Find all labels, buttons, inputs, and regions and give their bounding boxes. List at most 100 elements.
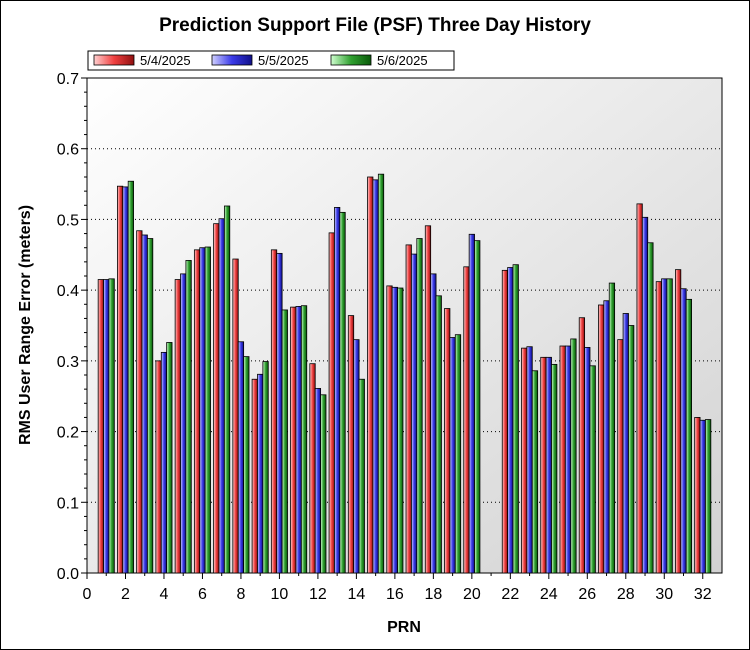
chart-title: Prediction Support File (PSF) Three Day …: [159, 15, 591, 36]
legend: 5/4/2025 5/5/2025 5/6/2025: [87, 50, 455, 71]
bar-prn-10-series-3: [281, 309, 288, 574]
y-tick-label: 0.0: [57, 566, 79, 583]
bar-prn-16-series-1: [386, 285, 393, 574]
bar-prn-11-series-2: [295, 306, 302, 574]
bar-prn-5-series-3: [185, 260, 192, 574]
bar-prn-15-series-3: [377, 173, 385, 574]
x-tick-label: 10: [271, 586, 289, 603]
bar-prn-23-series-1: [521, 347, 528, 574]
bar-prn-31-series-1: [675, 269, 682, 574]
bar-prn-9-series-3: [262, 361, 269, 574]
bar-prn-5-series-2: [180, 273, 187, 574]
bar-prn-30-series-1: [655, 281, 662, 574]
bar-prn-2-series-2: [122, 186, 129, 574]
x-tick-label: 0: [83, 586, 92, 603]
bar-prn-31-series-2: [680, 288, 687, 574]
bar-prn-1-series-2: [103, 279, 110, 574]
x-tick-label: 26: [578, 586, 596, 603]
x-tick-label: 20: [463, 586, 481, 603]
x-tick-label: 22: [501, 586, 519, 603]
bar-prn-2-series-3: [127, 180, 134, 574]
bar-prn-20-series-1: [463, 266, 470, 574]
bar-prn-4-series-3: [166, 342, 173, 574]
bar-prn-30-series-3: [666, 278, 673, 574]
bar-prn-25-series-1: [559, 345, 566, 574]
bar-prn-26-series-1: [578, 317, 586, 574]
bar-prn-18-series-2: [430, 273, 437, 574]
bar-prn-32-series-1: [694, 417, 701, 574]
x-tick-label: 18: [424, 586, 442, 603]
legend-label-5-4-2025: 5/4/2025: [140, 53, 191, 68]
bar-prn-19-series-2: [449, 337, 456, 574]
bar-prn-8-series-1: [232, 258, 239, 574]
bar-prn-1-series-3: [108, 278, 115, 574]
bar-prn-14-series-3: [358, 378, 365, 574]
legend-swatch-5-4-2025: [93, 54, 135, 66]
bar-prn-22-series-3: [512, 264, 519, 574]
bar-prn-2-series-1: [117, 185, 124, 574]
x-tick-label: 28: [617, 586, 635, 603]
bar-prn-29-series-3: [647, 242, 654, 574]
bar-prn-24-series-1: [540, 356, 547, 574]
bar-prn-28-series-1: [617, 339, 624, 574]
bar-prn-7-series-2: [218, 218, 225, 574]
legend-label-5-5-2025: 5/5/2025: [258, 53, 309, 68]
bar-prn-11-series-1: [290, 306, 297, 574]
y-tick-label: 0.7: [57, 71, 79, 88]
y-tick-label: 0.1: [57, 495, 79, 512]
bar-prn-22-series-2: [507, 267, 514, 574]
bar-prn-3-series-1: [136, 230, 143, 574]
bar-prn-29-series-1: [636, 203, 643, 574]
bar-prn-7-series-3: [223, 205, 231, 574]
bar-prn-13-series-3: [339, 211, 346, 574]
legend-swatch-5-5-2025: [211, 54, 253, 66]
bar-prn-27-series-3: [608, 282, 616, 574]
bar-prn-32-series-3: [705, 419, 712, 574]
bar-prn-8-series-2: [237, 341, 245, 574]
y-tick-label: 0.2: [57, 425, 79, 442]
bar-prn-10-series-2: [276, 252, 283, 574]
bar-prn-5-series-1: [174, 279, 181, 574]
plot-area: [86, 77, 723, 574]
bar-prn-24-series-3: [551, 363, 558, 574]
bar-prn-25-series-2: [564, 345, 572, 574]
bar-prn-16-series-3: [397, 287, 404, 574]
bar-prn-29-series-2: [641, 216, 649, 574]
x-axis-title: PRN: [387, 619, 421, 636]
bar-prn-18-series-3: [435, 295, 442, 574]
bar-prn-28-series-2: [622, 313, 629, 574]
y-tick-label: 0.4: [57, 283, 79, 300]
bar-prn-17-series-2: [411, 253, 418, 574]
legend-swatch-5-6-2025: [330, 54, 372, 66]
bar-prn-27-series-2: [603, 300, 610, 574]
bar-prn-25-series-3: [570, 338, 577, 574]
bar-prn-12-series-2: [314, 388, 322, 574]
x-tick-label: 14: [347, 586, 365, 603]
bar-prn-1-series-1: [97, 279, 104, 574]
x-tick-label: 6: [198, 586, 207, 603]
bar-prn-8-series-3: [243, 356, 250, 574]
bar-prn-18-series-1: [424, 225, 432, 574]
bar-prn-22-series-1: [501, 269, 509, 574]
bar-prn-7-series-1: [213, 223, 220, 574]
bar-prn-6-series-2: [199, 247, 206, 574]
bar-prn-9-series-2: [257, 373, 264, 574]
x-tick-label: 8: [236, 586, 245, 603]
bar-prn-20-series-2: [468, 233, 475, 574]
x-tick-label: 24: [540, 586, 558, 603]
bar-prn-19-series-3: [454, 334, 462, 574]
bar-prn-15-series-1: [367, 176, 374, 574]
bar-prn-24-series-2: [545, 356, 552, 574]
bar-prn-12-series-3: [320, 394, 327, 574]
x-tick-label: 2: [121, 586, 130, 603]
bar-prn-30-series-2: [661, 278, 668, 574]
y-tick-label: 0.3: [57, 354, 79, 371]
bar-prn-19-series-1: [444, 308, 451, 574]
x-tick-label: 32: [694, 586, 712, 603]
bar-prn-3-series-3: [147, 238, 154, 574]
bar-prn-4-series-2: [160, 351, 168, 574]
y-tick-label: 0.5: [57, 212, 79, 229]
axes-layer: 0.00.10.20.30.40.50.60.70 2 4 6 8 10 12 14 16 18 2…: [57, 71, 712, 603]
x-tick-label: 16: [386, 586, 404, 603]
